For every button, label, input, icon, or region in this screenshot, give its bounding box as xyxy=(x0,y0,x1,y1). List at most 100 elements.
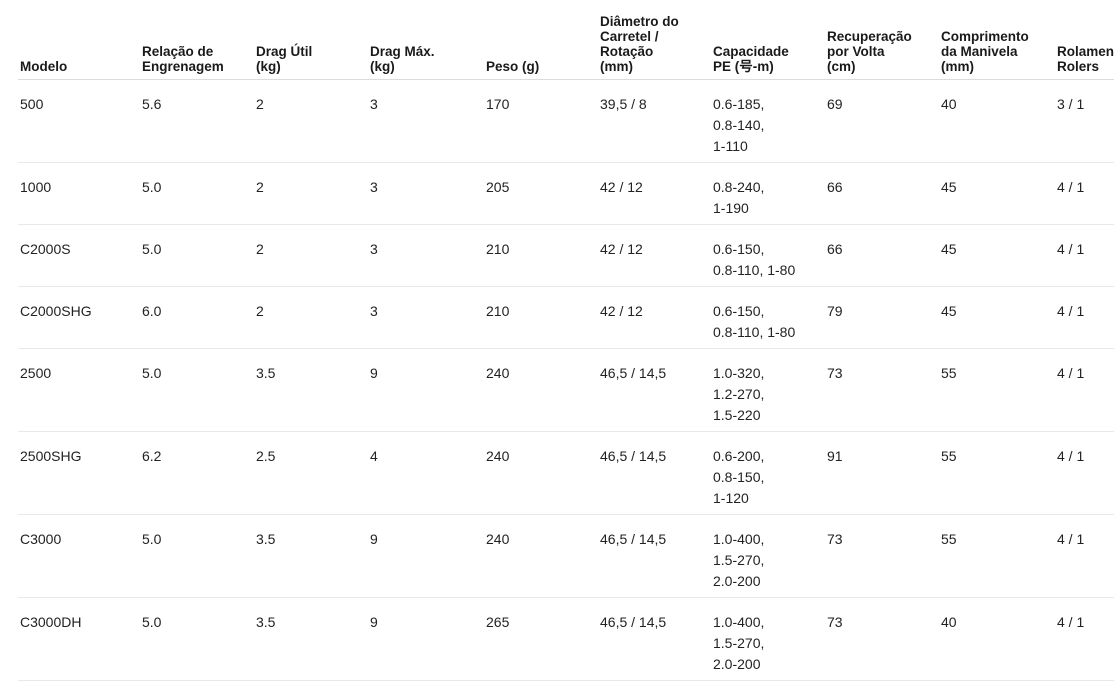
cell-drag-util: 3.5 xyxy=(256,514,370,598)
cell-drag-max: 3 xyxy=(370,224,486,287)
cell-drag-max: 9 xyxy=(370,597,486,681)
cell-pe-capacity: 0.8-240, 1-190 xyxy=(713,162,827,225)
cell-spool-diameter: 39,5 / 8 xyxy=(600,79,713,163)
cell-drag-max: 9 xyxy=(370,514,486,598)
cell-model: C3000DH xyxy=(18,597,142,681)
cell-handle-length: 40 xyxy=(941,597,1057,681)
cell-gear-ratio: 6.2 xyxy=(142,431,256,515)
cell-handle-length: 55 xyxy=(941,348,1057,432)
cell-model: 500 xyxy=(18,79,142,163)
cell-drag-max: 9 xyxy=(370,348,486,432)
cell-drag-max: 3 xyxy=(370,162,486,225)
cell-handle-length: 45 xyxy=(941,224,1057,287)
cell-bearings: 4 / 1 xyxy=(1057,224,1114,287)
column-header-drag-max: Drag Máx. (kg) xyxy=(370,0,486,80)
column-header-pe-capacity: Capacidade PE (号-m) xyxy=(713,0,827,80)
cell-bearings: 4 / 1 xyxy=(1057,162,1114,225)
cell-bearings: 4 / 1 xyxy=(1057,514,1114,598)
cell-bearings: 4 / 1 xyxy=(1057,597,1114,681)
cell-recovery-per-crank: 73 xyxy=(827,597,941,681)
cell-bearings: 4 / 1 xyxy=(1057,431,1114,515)
cell-pe-capacity: 1.0-400, 1.5-270, 2.0-200 xyxy=(713,597,827,681)
cell-recovery-per-crank: 79 xyxy=(827,286,941,349)
cell-model: C2000S xyxy=(18,224,142,287)
cell-spool-diameter: 42 / 12 xyxy=(600,162,713,225)
cell-pe-capacity: 0.6-150, 0.8-110, 1-80 xyxy=(713,286,827,349)
header-row: Modelo Relação de Engrenagem Drag Útil (… xyxy=(18,0,1114,80)
cell-drag-max: 3 xyxy=(370,79,486,163)
cell-drag-util: 2 xyxy=(256,286,370,349)
cell-pe-capacity: 1.0-400, 1.5-270, 2.0-200 xyxy=(713,514,827,598)
cell-pe-capacity: 0.6-150, 0.8-110, 1-80 xyxy=(713,224,827,287)
cell-recovery-per-crank: 69 xyxy=(827,79,941,163)
column-header-handle-length: Comprimento da Manivela (mm) xyxy=(941,0,1057,80)
cell-gear-ratio: 5.0 xyxy=(142,224,256,287)
table-row: 1000 5.0 2 3 205 42 / 12 0.8-240, 1-190 … xyxy=(18,162,1114,225)
table-row: 2500 5.0 3.5 9 240 46,5 / 14,5 1.0-320, … xyxy=(18,348,1114,432)
cell-drag-util: 3.5 xyxy=(256,597,370,681)
cell-model: C3000 xyxy=(18,514,142,598)
cell-gear-ratio: 5.0 xyxy=(142,514,256,598)
cell-handle-length: 55 xyxy=(941,431,1057,515)
cell-model: 2500SHG xyxy=(18,431,142,515)
cell-bearings: 4 / 1 xyxy=(1057,286,1114,349)
table-row: C3000DH 5.0 3.5 9 265 46,5 / 14,5 1.0-40… xyxy=(18,597,1114,681)
cell-bearings: 4 / 1 xyxy=(1057,348,1114,432)
cell-weight: 240 xyxy=(486,431,600,515)
cell-bearings: 3 / 1 xyxy=(1057,79,1114,163)
cell-model: 2500 xyxy=(18,348,142,432)
cell-weight: 170 xyxy=(486,79,600,163)
cell-handle-length: 45 xyxy=(941,286,1057,349)
cell-weight: 265 xyxy=(486,597,600,681)
cell-spool-diameter: 46,5 / 14,5 xyxy=(600,348,713,432)
table-row: C3000 5.0 3.5 9 240 46,5 / 14,5 1.0-400,… xyxy=(18,514,1114,598)
cell-gear-ratio: 6.0 xyxy=(142,286,256,349)
cell-spool-diameter: 42 / 12 xyxy=(600,224,713,287)
column-header-gear-ratio: Relação de Engrenagem xyxy=(142,0,256,80)
cell-drag-util: 2.5 xyxy=(256,431,370,515)
cell-weight: 205 xyxy=(486,162,600,225)
reel-spec-table: Modelo Relação de Engrenagem Drag Útil (… xyxy=(18,0,1114,681)
cell-recovery-per-crank: 73 xyxy=(827,514,941,598)
cell-spool-diameter: 46,5 / 14,5 xyxy=(600,597,713,681)
cell-weight: 240 xyxy=(486,514,600,598)
column-header-model: Modelo xyxy=(18,0,142,80)
cell-drag-util: 3.5 xyxy=(256,348,370,432)
cell-weight: 210 xyxy=(486,286,600,349)
table-row: 500 5.6 2 3 170 39,5 / 8 0.6-185, 0.8-14… xyxy=(18,79,1114,163)
column-header-weight: Peso (g) xyxy=(486,0,600,80)
cell-drag-util: 2 xyxy=(256,224,370,287)
column-header-drag-util: Drag Útil (kg) xyxy=(256,0,370,80)
cell-gear-ratio: 5.0 xyxy=(142,348,256,432)
cell-handle-length: 40 xyxy=(941,79,1057,163)
cell-recovery-per-crank: 91 xyxy=(827,431,941,515)
cell-gear-ratio: 5.0 xyxy=(142,597,256,681)
table-row: 2500SHG 6.2 2.5 4 240 46,5 / 14,5 0.6-20… xyxy=(18,431,1114,515)
cell-weight: 240 xyxy=(486,348,600,432)
cell-gear-ratio: 5.0 xyxy=(142,162,256,225)
cell-drag-max: 4 xyxy=(370,431,486,515)
cell-gear-ratio: 5.6 xyxy=(142,79,256,163)
table-row: C2000S 5.0 2 3 210 42 / 12 0.6-150, 0.8-… xyxy=(18,224,1114,287)
cell-drag-util: 2 xyxy=(256,162,370,225)
cell-spool-diameter: 42 / 12 xyxy=(600,286,713,349)
table-row: C2000SHG 6.0 2 3 210 42 / 12 0.6-150, 0.… xyxy=(18,286,1114,349)
cell-model: 1000 xyxy=(18,162,142,225)
cell-handle-length: 55 xyxy=(941,514,1057,598)
cell-handle-length: 45 xyxy=(941,162,1057,225)
cell-spool-diameter: 46,5 / 14,5 xyxy=(600,431,713,515)
cell-drag-max: 3 xyxy=(370,286,486,349)
cell-spool-diameter: 46,5 / 14,5 xyxy=(600,514,713,598)
cell-weight: 210 xyxy=(486,224,600,287)
cell-pe-capacity: 1.0-320, 1.2-270, 1.5-220 xyxy=(713,348,827,432)
cell-recovery-per-crank: 66 xyxy=(827,162,941,225)
cell-pe-capacity: 0.6-185, 0.8-140, 1-110 xyxy=(713,79,827,163)
cell-drag-util: 2 xyxy=(256,79,370,163)
cell-recovery-per-crank: 66 xyxy=(827,224,941,287)
column-header-bearings: Rolamentos Rolers xyxy=(1057,0,1114,80)
cell-recovery-per-crank: 73 xyxy=(827,348,941,432)
column-header-spool-diameter: Diâmetro do Carretel / Rotação (mm) xyxy=(600,0,713,80)
cell-pe-capacity: 0.6-200, 0.8-150, 1-120 xyxy=(713,431,827,515)
column-header-recovery-per-crank: Recuperação por Volta (cm) xyxy=(827,0,941,80)
